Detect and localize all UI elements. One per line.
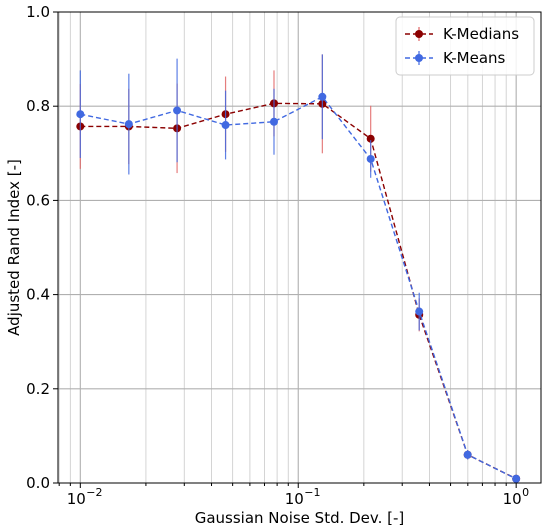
series-line [80, 95, 517, 480]
y-tick-label: 1.0 [26, 3, 50, 21]
data-point [269, 117, 278, 126]
x-tick-label: 10 [503, 490, 522, 508]
y-tick-label: 0.6 [26, 191, 50, 209]
x-axis-label: Gaussian Noise Std. Dev. [-] [195, 509, 405, 527]
data-point [124, 120, 133, 129]
legend-label: K-Means [443, 49, 506, 67]
legend-label: K-Medians [443, 25, 519, 43]
data-point [366, 154, 375, 163]
data-point [221, 121, 230, 130]
plot-frame [57, 11, 542, 484]
series-layer [76, 54, 521, 483]
data-point [463, 450, 472, 459]
y-axis-label: Adjusted Rand Index [-] [5, 159, 23, 336]
x-tick-exponent: 0 [522, 486, 529, 499]
data-point [512, 474, 521, 483]
series-k-means [76, 54, 521, 483]
data-point [366, 134, 375, 143]
axis-ticks: 0.00.20.40.60.81.010 −2 10 −1 10 0 [26, 3, 529, 508]
data-point [173, 106, 182, 115]
y-tick-label: 0.8 [26, 97, 50, 115]
x-tick-label: 10 [67, 490, 86, 508]
x-tick-exponent: −2 [86, 486, 102, 499]
legend-entry: K-Medians [405, 25, 519, 43]
x-tick-exponent: −1 [304, 486, 320, 499]
y-tick-label: 0.2 [26, 380, 50, 398]
data-point [318, 92, 327, 101]
legend-marker [415, 54, 423, 62]
data-point [415, 307, 424, 316]
data-point [76, 110, 85, 119]
legend-entry: K-Means [405, 49, 506, 67]
legend-marker [415, 30, 423, 38]
legend: K-Medians K-Means [395, 16, 535, 76]
y-tick-label: 0.4 [26, 286, 50, 304]
y-tick-label: 0.0 [26, 474, 50, 492]
legend-box [395, 16, 535, 76]
x-tick-label: 10 [285, 490, 304, 508]
